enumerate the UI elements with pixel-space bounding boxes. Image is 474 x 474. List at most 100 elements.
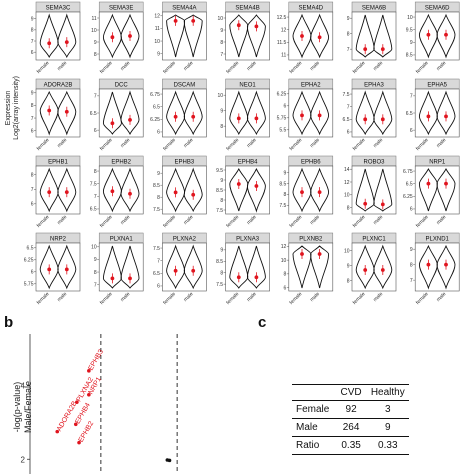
violin-female <box>355 14 375 58</box>
x-tick-label-female: female <box>99 291 114 306</box>
mean-point-female <box>110 276 115 281</box>
point-label-adora2b: ADORA2B <box>56 400 79 433</box>
violin-panel-sema6b: SEMA6B 7 8 9 female male <box>347 1 397 75</box>
x-tick-label-female: female <box>352 214 367 229</box>
row-label-male: Male <box>292 418 336 437</box>
y-tick-label: 10 <box>407 15 413 21</box>
y-tick-label: 10 <box>91 28 97 34</box>
cell-female-healthy: 3 <box>366 400 409 419</box>
panel-title: SEMA6B <box>362 6 386 12</box>
y-tick-label: 6.5 <box>27 246 34 252</box>
y-tick-label: 11 <box>91 16 96 22</box>
cell-ratio-cvd: 0.35 <box>335 436 367 455</box>
y-tick-label: 7 <box>410 94 413 100</box>
panel-title: DCC <box>115 83 129 89</box>
x-tick-label-male: male <box>246 60 258 72</box>
y-tick-label: 10 <box>344 248 350 254</box>
volcano-y-tick-label: 2 <box>21 455 26 464</box>
mean-point-male <box>444 32 448 37</box>
y-tick-label: 8 <box>157 195 160 201</box>
violin-female <box>39 13 59 59</box>
mean-point-female <box>173 18 178 23</box>
violin-panel-plxna1: PLXNA1 7 8 9 10 female male <box>91 232 144 306</box>
mean-point-male <box>317 113 322 118</box>
violin-panel-ephb1: EPHB1 6 7 8 female male <box>31 155 81 229</box>
table-row: Female 92 3 <box>292 400 409 419</box>
violin-male <box>373 168 393 212</box>
panel-title: EPHB1 <box>48 160 68 166</box>
y-tick-label: 8 <box>220 124 223 130</box>
y-tick-label: 8.5 <box>216 188 223 194</box>
violin-male <box>310 13 330 59</box>
y-tick-label: 12 <box>344 180 350 186</box>
y-tick-label: 7 <box>31 39 34 45</box>
violin-male <box>310 167 330 213</box>
table-header-healthy: Healthy <box>366 384 409 401</box>
violin-panel-ephb4: EPHB4 7.5 8 8.5 9 9.5 female male <box>216 155 270 229</box>
violin-panel-plxnb2: PLXNB2 6 8 10 12 female male <box>281 232 334 306</box>
mean-point-female <box>236 116 241 121</box>
panel-title: ROBO3 <box>363 160 385 166</box>
x-tick-label-female: female <box>225 214 240 229</box>
violin-male <box>57 13 77 59</box>
y-tick-label: 7 <box>157 258 160 264</box>
mean-point-female <box>300 190 304 195</box>
mean-point-male <box>191 114 196 119</box>
y-tick-label: 12 <box>154 14 160 20</box>
y-tick-label: 8.5 <box>216 259 223 265</box>
mean-point-male <box>64 190 69 195</box>
x-tick-label-female: female <box>36 214 51 229</box>
x-tick-label-female: female <box>415 60 430 75</box>
panel-title: SEMA4A <box>172 6 196 12</box>
violin-male <box>120 167 140 213</box>
mean-point-female <box>426 32 431 37</box>
y-tick-label: 10 <box>344 193 350 199</box>
mean-point-male <box>317 35 322 40</box>
y-tick-label: 7 <box>220 52 223 58</box>
violin-female <box>292 13 312 59</box>
y-tick-label: 12 <box>281 244 287 250</box>
y-tick-label: 8.5 <box>406 53 413 59</box>
y-tick-label: 8 <box>94 52 97 58</box>
violin-male <box>120 245 140 289</box>
grid-y-axis-label-line2: Log2(array intensity) <box>13 76 20 140</box>
violin-female <box>229 245 249 289</box>
violin-panel-plxnd1: PLXND1 7 8 9 female male <box>410 232 460 306</box>
x-tick-label-female: female <box>162 137 177 152</box>
x-tick-label-female: female <box>36 291 51 306</box>
y-tick-label: 9 <box>157 171 160 177</box>
violin-male <box>57 167 77 213</box>
y-tick-label: 9 <box>31 16 34 22</box>
y-tick-label: 8 <box>220 40 223 46</box>
violin-panel-ephb3: EPHB3 7.5 8 8.5 9 female male <box>153 155 207 229</box>
violin-panel-sema4a: SEMA4A 9 10 11 12 female male <box>154 1 207 75</box>
table-header-cvd: CVD <box>335 384 367 401</box>
mean-point-male <box>191 192 196 197</box>
violin-male <box>246 14 266 58</box>
row-label-female: Female <box>292 400 336 419</box>
panel-label-b: b <box>4 314 14 331</box>
violin-male <box>310 245 330 289</box>
scatter-point <box>75 400 79 404</box>
scatter-point <box>77 440 81 445</box>
mean-point-male <box>254 24 259 29</box>
mean-point-male <box>191 268 196 273</box>
y-tick-label: 14 <box>344 167 350 173</box>
y-tick-label: 7 <box>31 116 34 122</box>
y-tick-label: 6.5 <box>343 117 350 123</box>
violin-panel-neo1: NEO1 8 9 10 female male <box>218 78 270 152</box>
y-tick-label: 8 <box>94 169 97 175</box>
y-tick-label: 6.5 <box>406 111 413 117</box>
violin-female <box>166 244 186 290</box>
x-tick-label-female: female <box>289 214 304 229</box>
panel-title: EPHB6 <box>301 160 321 166</box>
panel-title: DSCAM <box>174 83 196 89</box>
violin-female <box>102 245 122 289</box>
mean-point-female <box>173 114 178 119</box>
panel-plot-area <box>414 165 460 215</box>
violin-male <box>373 14 393 58</box>
x-tick-label-female: female <box>289 291 304 306</box>
contingency-table: CVD Healthy Female 92 3 Male 264 9 Ratio… <box>292 384 409 455</box>
mean-point-male <box>128 276 132 281</box>
